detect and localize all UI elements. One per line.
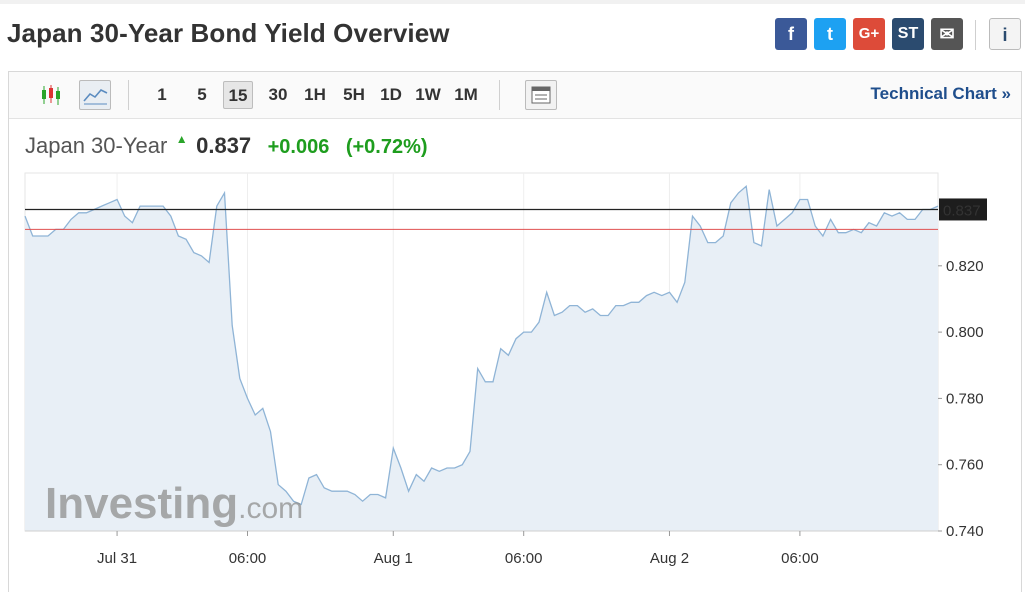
up-arrow-icon: ▲: [175, 132, 188, 146]
info-button[interactable]: i: [989, 18, 1021, 50]
share-divider: [975, 20, 976, 50]
watermark: Investing.com: [45, 479, 303, 528]
indicators-panel-button[interactable]: [525, 80, 557, 110]
timeframe-button-1m[interactable]: 1M: [454, 85, 478, 104]
google-plus-icon: G+: [858, 25, 880, 42]
timeframe-button-1[interactable]: 1: [157, 85, 167, 104]
top-rule: [0, 0, 1025, 4]
stocktwits-share-button[interactable]: ST: [892, 18, 924, 50]
x-tick-label: Aug 1: [374, 550, 413, 567]
y-tick-label: 0.740: [946, 523, 984, 540]
x-tick-label: 06:00: [781, 550, 819, 567]
price-change-percent: (+0.72%): [345, 136, 428, 158]
y-tick-label: 0.780: [946, 390, 984, 407]
facebook-share-button[interactable]: f: [775, 18, 807, 50]
info-icon: i: [1002, 25, 1008, 45]
chart-toolbar: 1 5 15 30 1H 5H 1D 1W 1M Technical Chart »: [9, 72, 1021, 119]
area-fill: [25, 186, 938, 532]
timeframe-button-1w[interactable]: 1W: [415, 85, 441, 104]
y-tick-label: 0.820: [946, 258, 984, 275]
timeframe-button-5h[interactable]: 5H: [343, 85, 365, 104]
panel-icon: [531, 86, 551, 104]
timeframe-button-1d[interactable]: 1D: [380, 85, 402, 104]
email-icon: ✉: [939, 24, 955, 44]
yield-line: [24, 185, 939, 506]
line-chart-icon: [83, 89, 108, 105]
x-tick-label: Aug 2: [650, 550, 689, 567]
last-price: 0.837: [196, 133, 252, 158]
timeframe-button-15[interactable]: 15: [223, 81, 253, 109]
timeframe-button-30[interactable]: 30: [268, 85, 288, 104]
timeframe-button-5[interactable]: 5: [197, 85, 207, 104]
chart-frame: 1 5 15 30 1H 5H 1D 1W 1M Technical Chart » Japan…: [8, 71, 1022, 592]
current-value-label: 0.837: [943, 202, 981, 219]
twitter-icon: t: [827, 24, 833, 44]
stocktwits-icon: ST: [897, 25, 919, 42]
quote-header: Japan 30-Year ▲ 0.837 +0.006 (+0.72%): [25, 132, 428, 162]
timeframe-button-1h[interactable]: 1H: [304, 85, 326, 104]
google-plus-share-button[interactable]: G+: [853, 18, 885, 50]
instrument-name: Japan 30-Year: [25, 133, 168, 158]
x-tick-label: Jul 31: [97, 550, 137, 567]
x-tick-label: 06:00: [505, 550, 543, 567]
toolbar-separator: [128, 80, 129, 110]
twitter-share-button[interactable]: t: [814, 18, 846, 50]
area-chart-button[interactable]: [79, 80, 111, 110]
y-tick-label: 0.760: [946, 457, 984, 474]
price-change: +0.006: [267, 136, 330, 158]
candlestick-chart-button[interactable]: [37, 80, 69, 110]
x-tick-label: 06:00: [229, 550, 267, 567]
candlestick-icon: [42, 85, 60, 105]
facebook-icon: f: [788, 24, 794, 44]
page-title: Japan 30-Year Bond Yield Overview: [7, 18, 450, 48]
y-tick-label: 0.800: [946, 324, 984, 341]
current-value-badge: [939, 198, 987, 221]
email-share-button[interactable]: ✉: [931, 18, 963, 50]
toolbar-separator: [499, 80, 500, 110]
technical-chart-link[interactable]: Technical Chart »: [870, 84, 1011, 103]
